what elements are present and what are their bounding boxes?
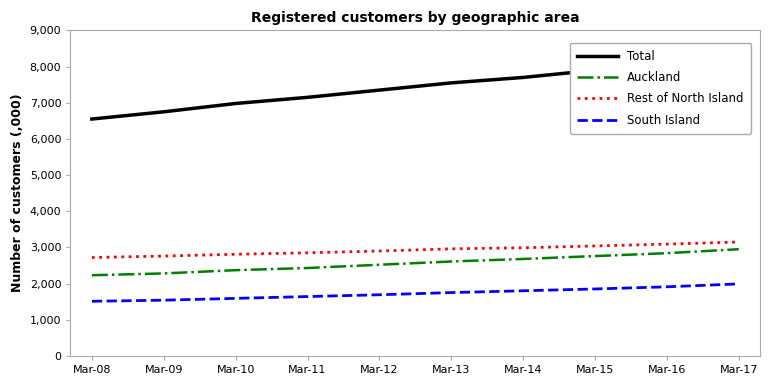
South Island xyxy=(591,287,600,291)
South Island xyxy=(519,288,528,293)
South Island xyxy=(303,294,312,299)
Auckland xyxy=(159,271,168,276)
Auckland xyxy=(231,268,240,273)
Auckland xyxy=(519,257,528,261)
Auckland xyxy=(374,262,384,267)
Line: South Island: South Island xyxy=(92,284,739,301)
Line: Rest of North Island: Rest of North Island xyxy=(92,242,739,257)
South Island xyxy=(159,298,168,303)
Line: Auckland: Auckland xyxy=(92,249,739,275)
Line: Total: Total xyxy=(92,59,739,119)
Rest of North Island xyxy=(734,240,743,244)
South Island xyxy=(734,282,743,286)
South Island xyxy=(447,290,456,295)
Total xyxy=(231,101,240,106)
Total xyxy=(591,68,600,73)
Rest of North Island xyxy=(303,251,312,255)
Auckland xyxy=(662,251,672,256)
Auckland xyxy=(591,254,600,258)
Total xyxy=(734,57,743,62)
Legend: Total, Auckland, Rest of North Island, South Island: Total, Auckland, Rest of North Island, S… xyxy=(570,43,751,134)
Rest of North Island xyxy=(374,249,384,253)
Y-axis label: Number of customers (,000): Number of customers (,000) xyxy=(11,94,24,293)
Total xyxy=(87,117,96,121)
Total xyxy=(303,95,312,100)
Auckland xyxy=(87,273,96,278)
Rest of North Island xyxy=(662,242,672,246)
Total xyxy=(447,81,456,85)
Total xyxy=(662,63,672,67)
South Island xyxy=(374,293,384,297)
Rest of North Island xyxy=(591,244,600,248)
Rest of North Island xyxy=(231,252,240,257)
Auckland xyxy=(303,266,312,270)
Rest of North Island xyxy=(447,247,456,251)
Auckland xyxy=(734,247,743,252)
South Island xyxy=(231,296,240,301)
Auckland xyxy=(447,259,456,264)
Rest of North Island xyxy=(519,245,528,250)
Rest of North Island xyxy=(87,255,96,260)
Title: Registered customers by geographic area: Registered customers by geographic area xyxy=(251,11,580,25)
Total xyxy=(374,88,384,92)
South Island xyxy=(87,299,96,303)
Total xyxy=(159,110,168,114)
South Island xyxy=(662,284,672,289)
Rest of North Island xyxy=(159,254,168,258)
Total xyxy=(519,75,528,80)
